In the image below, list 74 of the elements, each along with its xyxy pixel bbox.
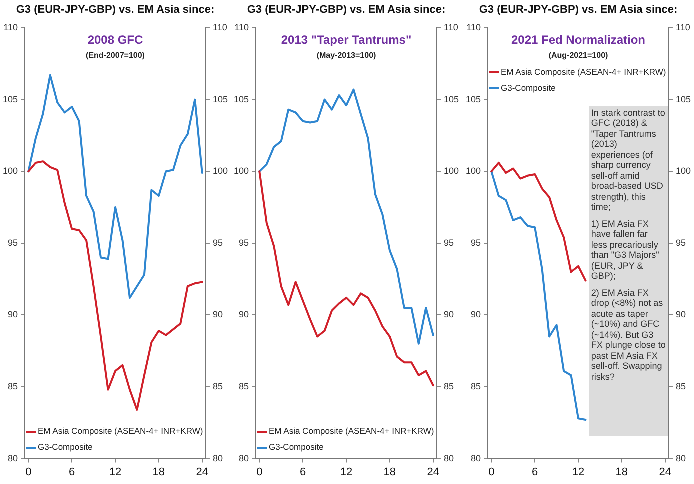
legend-label: G3-Composite bbox=[501, 82, 556, 94]
x-tick-label: 18 bbox=[616, 466, 628, 478]
y2-tick-label: 110 bbox=[212, 22, 228, 32]
y-tick-label: 80 bbox=[8, 453, 18, 464]
x-tick-label: 18 bbox=[384, 466, 396, 478]
y2-tick-label: 90 bbox=[212, 310, 223, 320]
chart-title: G3 (EUR-JPY-GBP) vs. EM Asia since: bbox=[247, 4, 446, 16]
annotation: (Aug-2021=100) bbox=[548, 51, 608, 60]
y2-tick-label: 95 bbox=[676, 238, 686, 248]
y-tick-label: 110 bbox=[466, 22, 482, 32]
chart-subtitle: 2021 Fed Normalization bbox=[511, 33, 646, 47]
y-tick-label: 95 bbox=[239, 238, 250, 248]
x-tick-label: 0 bbox=[26, 466, 32, 478]
y2-tick-label: 95 bbox=[444, 238, 454, 248]
y2-tick-label: 85 bbox=[676, 381, 686, 392]
x-tick-label: 24 bbox=[196, 466, 208, 478]
y-tick-label: 100 bbox=[234, 166, 250, 176]
x-tick-label: 24 bbox=[427, 466, 440, 478]
y-tick-label: 100 bbox=[466, 166, 482, 176]
chart-title: G3 (EUR-JPY-GBP) vs. EM Asia since: bbox=[479, 4, 678, 16]
y-tick-label: 80 bbox=[471, 453, 482, 464]
y-tick-label: 110 bbox=[4, 22, 18, 32]
x-tick-label: 0 bbox=[488, 466, 495, 478]
annotation: (End-2007=100) bbox=[86, 51, 145, 60]
y-tick-label: 80 bbox=[239, 453, 250, 464]
y2-tick-label: 95 bbox=[212, 238, 223, 248]
y2-tick-label: 105 bbox=[444, 94, 460, 104]
y-tick-label: 100 bbox=[2, 166, 18, 176]
y-tick-label: 90 bbox=[471, 310, 482, 320]
y-tick-label: 85 bbox=[239, 381, 250, 392]
y2-tick-label: 100 bbox=[444, 166, 460, 176]
y2-tick-label: 85 bbox=[212, 381, 223, 392]
annotation: (May-2013=100) bbox=[316, 51, 376, 60]
y2-tick-label: 100 bbox=[676, 166, 692, 176]
x-tick-label: 6 bbox=[69, 466, 76, 478]
legend-label: EM Asia Composite (ASEAN-4+ INR+KRW) bbox=[501, 66, 666, 78]
y-tick-label: 85 bbox=[471, 381, 482, 392]
y2-tick-label: 90 bbox=[444, 310, 454, 320]
x-tick-label: 6 bbox=[300, 466, 306, 478]
text-box: In stark contrast to GFC (2018) & "Taper Tantrums (2013) experiences (of sharp currency sell-off amid broad-based USD strength), this time; 1) EM Asia FX have fallen far less precariously than "G3 Majors" (EUR, JPY & GBP); 2) EM Asia FX drop (<8%) not as acute as taper (~10%) and GFC (~14%). But G3 FX plunge close to past EM Asia FX sell-off. Swapping risks? bbox=[589, 106, 668, 436]
y-tick-label: 95 bbox=[471, 238, 482, 248]
y-tick-label: 85 bbox=[8, 381, 18, 392]
legend-label: EM Asia Composite (ASEAN-4+ INR+KRW) bbox=[269, 426, 434, 438]
y2-tick-label: 105 bbox=[676, 94, 692, 104]
x-tick-label: 6 bbox=[532, 466, 538, 478]
y2-tick-label: 110 bbox=[444, 22, 458, 32]
x-tick-label: 12 bbox=[109, 466, 122, 478]
y-tick-label: 110 bbox=[234, 22, 250, 32]
x-tick-label: 18 bbox=[152, 466, 166, 478]
chart-subtitle: 2008 GFC bbox=[88, 33, 144, 47]
x-tick-label: 0 bbox=[256, 466, 263, 478]
y2-tick-label: 90 bbox=[676, 310, 686, 320]
y-tick-label: 105 bbox=[2, 94, 18, 104]
y2-tick-label: 85 bbox=[444, 381, 454, 392]
y-tick-label: 105 bbox=[234, 94, 250, 104]
chart-subtitle: 2013 "Taper Tantrums" bbox=[281, 33, 412, 47]
y2-tick-label: 110 bbox=[676, 22, 690, 32]
legend-label: EM Asia Composite (ASEAN-4+ INR+KRW) bbox=[38, 426, 204, 438]
y-tick-label: 105 bbox=[466, 94, 482, 104]
x-tick-label: 12 bbox=[340, 466, 353, 478]
x-tick-label: 12 bbox=[572, 466, 585, 478]
y2-tick-label: 80 bbox=[212, 453, 223, 464]
y-tick-label: 95 bbox=[8, 238, 18, 248]
legend-label: G3-Composite bbox=[38, 442, 93, 454]
y-tick-label: 90 bbox=[8, 310, 18, 320]
y2-tick-label: 80 bbox=[676, 453, 686, 464]
y-tick-label: 90 bbox=[239, 310, 250, 320]
y2-tick-label: 80 bbox=[444, 453, 454, 464]
annotation: 1) EM Asia FX have fallen far less precariously than "G3 Majors" (EUR, JPY & GBP); bbox=[591, 218, 660, 282]
y2-tick-label: 105 bbox=[212, 94, 228, 104]
chart-title: G3 (EUR-JPY-GBP) vs. EM Asia since: bbox=[16, 4, 215, 16]
x-tick-label: 24 bbox=[659, 466, 672, 478]
y2-tick-label: 100 bbox=[212, 166, 228, 176]
legend-label: G3-Composite bbox=[269, 442, 324, 454]
